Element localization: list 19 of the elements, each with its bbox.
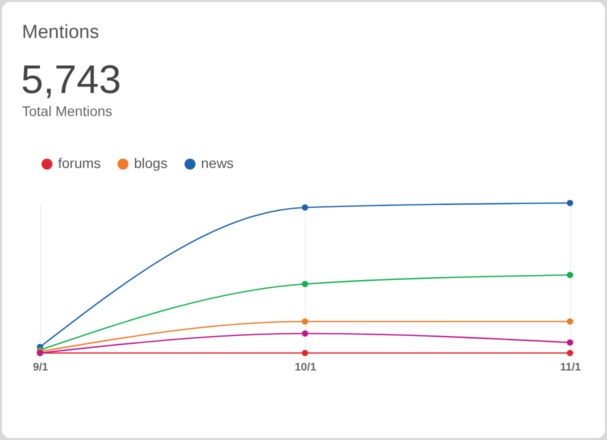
- point: [302, 318, 308, 325]
- chart-title: Mentions: [22, 22, 100, 44]
- point: [566, 272, 574, 278]
- point: [566, 318, 574, 325]
- text: Total Mentions: [22, 103, 112, 119]
- point: [302, 350, 308, 356]
- x-tick-label: 9/1: [32, 362, 48, 374]
- point: [302, 204, 308, 211]
- x-tick-label: 11/1: [560, 362, 581, 374]
- legend-label: forums: [58, 155, 101, 172]
- point: [566, 350, 574, 356]
- x-tick-label: 10/1: [294, 362, 316, 374]
- point: [302, 330, 308, 337]
- legend-label: news: [201, 155, 234, 172]
- legend-label: blogs: [134, 155, 168, 172]
- point: [566, 200, 574, 206]
- chart-subtitle: 5,743: [21, 58, 122, 103]
- point: [302, 280, 308, 288]
- point: [566, 339, 574, 346]
